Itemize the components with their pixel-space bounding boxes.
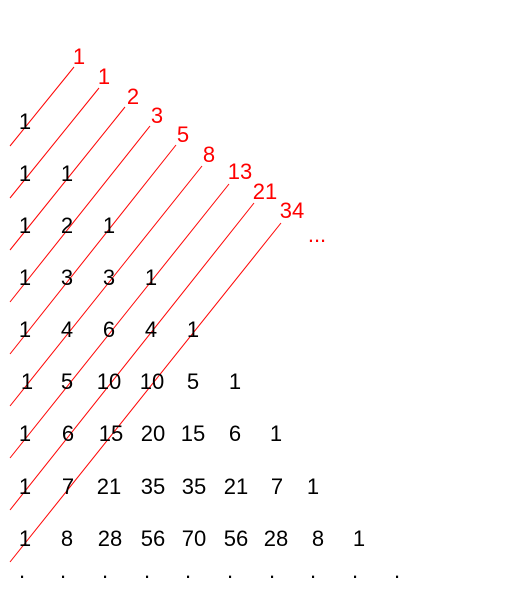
continuation-dot-6: . [268, 558, 276, 583]
diagonal-line-6 [9, 183, 230, 459]
triangle-entry-r1-c0: 1 [18, 161, 32, 186]
triangle-entry-r7-c5: 21 [223, 474, 249, 499]
triangle-entry-r4-c2: 6 [102, 317, 116, 342]
continuation-dot-3: . [143, 558, 151, 583]
triangle-entry-r2-c0: 1 [18, 213, 32, 238]
continuation-dot-0: . [18, 558, 26, 583]
triangle-entry-r2-c2: 1 [102, 213, 116, 238]
triangle-entry-r7-c7: 1 [306, 474, 320, 499]
triangle-entry-r6-c3: 20 [140, 421, 166, 446]
triangle-entry-r6-c4: 15 [180, 421, 206, 446]
diagonal-line-1 [9, 87, 100, 199]
diagonal-line-2 [9, 106, 126, 251]
triangle-entry-r7-c1: 7 [61, 474, 75, 499]
triangle-entry-r8-c8: 1 [352, 526, 366, 551]
triangle-entry-r5-c1: 5 [60, 369, 74, 394]
triangle-entry-r1-c1: 1 [60, 161, 74, 186]
triangle-entry-r8-c7: 8 [311, 526, 325, 551]
fibonacci-sum-4: 5 [176, 122, 190, 147]
triangle-entry-r8-c4: 70 [181, 526, 207, 551]
triangle-entry-r4-c3: 4 [144, 317, 158, 342]
triangle-entry-r5-c2: 10 [96, 369, 122, 394]
triangle-entry-r6-c5: 6 [228, 421, 242, 446]
triangle-entry-r3-c0: 1 [18, 265, 32, 290]
continuation-dot-5: . [226, 558, 234, 583]
fibonacci-sum-6: 13 [227, 159, 253, 184]
fibonacci-sum-5: 8 [202, 142, 216, 167]
triangle-entry-r7-c0: 1 [18, 474, 32, 499]
diagonal-line-0 [9, 66, 75, 147]
diagonal-line-7 [9, 202, 255, 511]
triangle-entry-r5-c4: 5 [186, 369, 200, 394]
triangle-entry-r3-c2: 3 [102, 265, 116, 290]
fibonacci-sum-0: 1 [72, 44, 86, 69]
triangle-entry-r8-c2: 28 [97, 526, 123, 551]
triangle-entry-r2-c1: 2 [60, 213, 74, 238]
fibonacci-sum-1: 1 [97, 64, 111, 89]
diagonal-line-5 [9, 165, 203, 407]
continuation-dot-4: . [184, 558, 192, 583]
diagonal-line-4 [9, 144, 177, 355]
triangle-entry-r8-c6: 28 [263, 526, 289, 551]
continuation-dot-9: . [393, 558, 401, 583]
triangle-entry-r6-c6: 1 [269, 421, 283, 446]
triangle-entry-r8-c3: 56 [140, 526, 166, 551]
triangle-entry-r8-c0: 1 [18, 526, 32, 551]
fibonacci-ellipsis: ... [307, 222, 327, 247]
triangle-entry-r5-c3: 10 [139, 369, 165, 394]
triangle-entry-r7-c6: 7 [270, 474, 284, 499]
continuation-dot-7: . [309, 558, 317, 583]
triangle-entry-r4-c4: 1 [186, 317, 200, 342]
triangle-entry-r0-c0: 1 [18, 109, 32, 134]
triangle-entry-r3-c1: 3 [60, 265, 74, 290]
continuation-dot-2: . [101, 558, 109, 583]
fibonacci-sum-8: 34 [279, 198, 305, 223]
triangle-entry-r8-c5: 56 [223, 526, 249, 551]
triangle-entry-r5-c0: 1 [20, 369, 34, 394]
fibonacci-sum-7: 21 [252, 179, 278, 204]
triangle-entry-r4-c1: 4 [60, 317, 74, 342]
continuation-dot-8: . [351, 558, 359, 583]
triangle-entry-r6-c1: 6 [61, 421, 75, 446]
triangle-entry-r6-c2: 15 [98, 421, 124, 446]
continuation-dot-1: . [59, 558, 67, 583]
diagonal-line-8 [9, 222, 282, 563]
fibonacci-sum-3: 3 [150, 103, 164, 128]
fibonacci-sum-2: 2 [126, 84, 140, 109]
triangle-entry-r7-c2: 21 [96, 474, 122, 499]
triangle-entry-r6-c0: 1 [18, 421, 32, 446]
triangle-entry-r7-c3: 35 [140, 474, 166, 499]
triangle-entry-r7-c4: 35 [181, 474, 207, 499]
triangle-entry-r8-c1: 8 [60, 526, 74, 551]
diagonal-line-3 [9, 125, 151, 303]
triangle-entry-r3-c3: 1 [144, 265, 158, 290]
triangle-entry-r4-c0: 1 [18, 317, 32, 342]
triangle-entry-r5-c5: 1 [228, 369, 242, 394]
